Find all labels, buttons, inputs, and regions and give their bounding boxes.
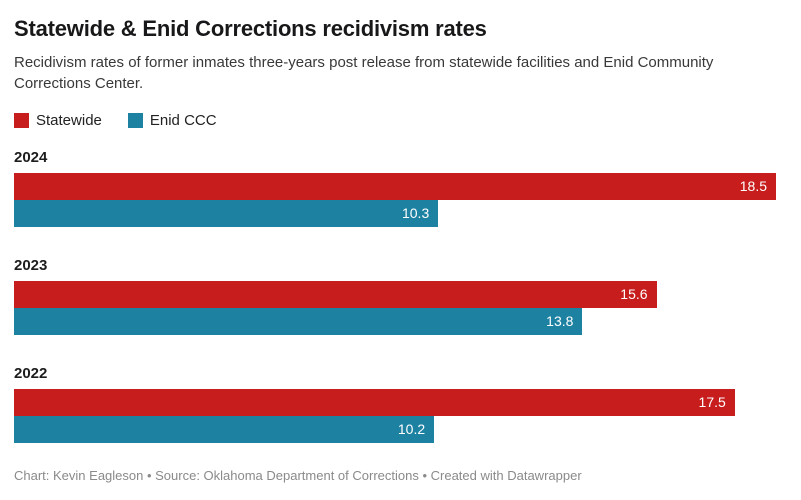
bar-value-label: 13.8 [546, 313, 574, 329]
chart-container: Statewide & Enid Corrections recidivism … [14, 16, 776, 483]
bar-statewide: 15.6 [14, 281, 657, 308]
bar-value-label: 15.6 [620, 286, 648, 302]
bar-enid-ccc: 13.8 [14, 308, 583, 335]
bar-statewide: 17.5 [14, 389, 735, 416]
bar-value-label: 10.3 [401, 205, 430, 221]
category-label: 2022 [14, 365, 48, 382]
bar-value-label: 18.5 [739, 178, 767, 194]
bar-group-2024: 2024 18.5 10.3 [14, 149, 776, 227]
bar-enid-ccc: 10.2 [14, 416, 435, 443]
legend-item-enid-ccc: Enid CCC [127, 112, 217, 129]
category-label: 2024 [14, 149, 48, 166]
legend: Statewide Enid CCC [14, 112, 776, 129]
chart-footer-byline: Chart: Kevin Eagleson • Source: Oklahoma… [14, 468, 582, 483]
chart-title: Statewide & Enid Corrections recidivism … [14, 16, 487, 41]
legend-swatch-enid-ccc [127, 113, 143, 128]
bar-chart: 2024 18.5 10.3 2023 15.6 13.8 2022 17.5 10.2 [14, 149, 776, 443]
bar-value-label: 17.5 [698, 394, 726, 410]
chart-subtitle: Recidivism rates of former inmates three… [14, 54, 714, 92]
legend-item-statewide: Statewide [14, 112, 102, 129]
legend-label-enid-ccc: Enid CCC [149, 112, 217, 129]
bar-value-label: 10.2 [397, 421, 426, 437]
bar-statewide: 18.5 [14, 173, 776, 200]
bar-group-2022: 2022 17.5 10.2 [14, 365, 776, 443]
bar-enid-ccc: 10.3 [14, 200, 439, 227]
bar-group-2023: 2023 15.6 13.8 [14, 257, 776, 335]
legend-label-statewide: Statewide [36, 112, 102, 129]
category-label: 2023 [14, 257, 48, 274]
legend-swatch-statewide [14, 113, 29, 128]
